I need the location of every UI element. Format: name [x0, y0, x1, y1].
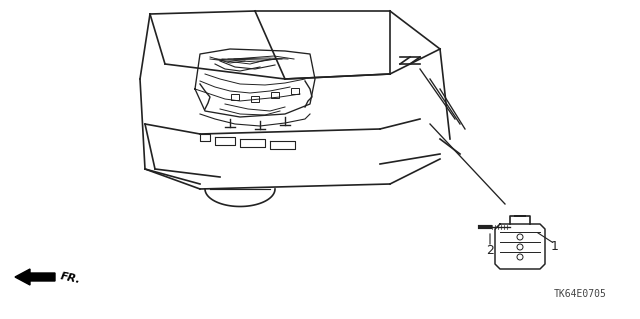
Polygon shape	[15, 269, 55, 285]
Text: TK64E0705: TK64E0705	[554, 289, 607, 299]
Text: FR.: FR.	[59, 271, 81, 285]
Text: 2: 2	[486, 243, 494, 256]
Bar	[291, 88, 299, 94]
Bar	[231, 94, 239, 100]
Bar	[271, 92, 279, 98]
Bar	[251, 96, 259, 102]
Text: 1: 1	[551, 241, 559, 254]
